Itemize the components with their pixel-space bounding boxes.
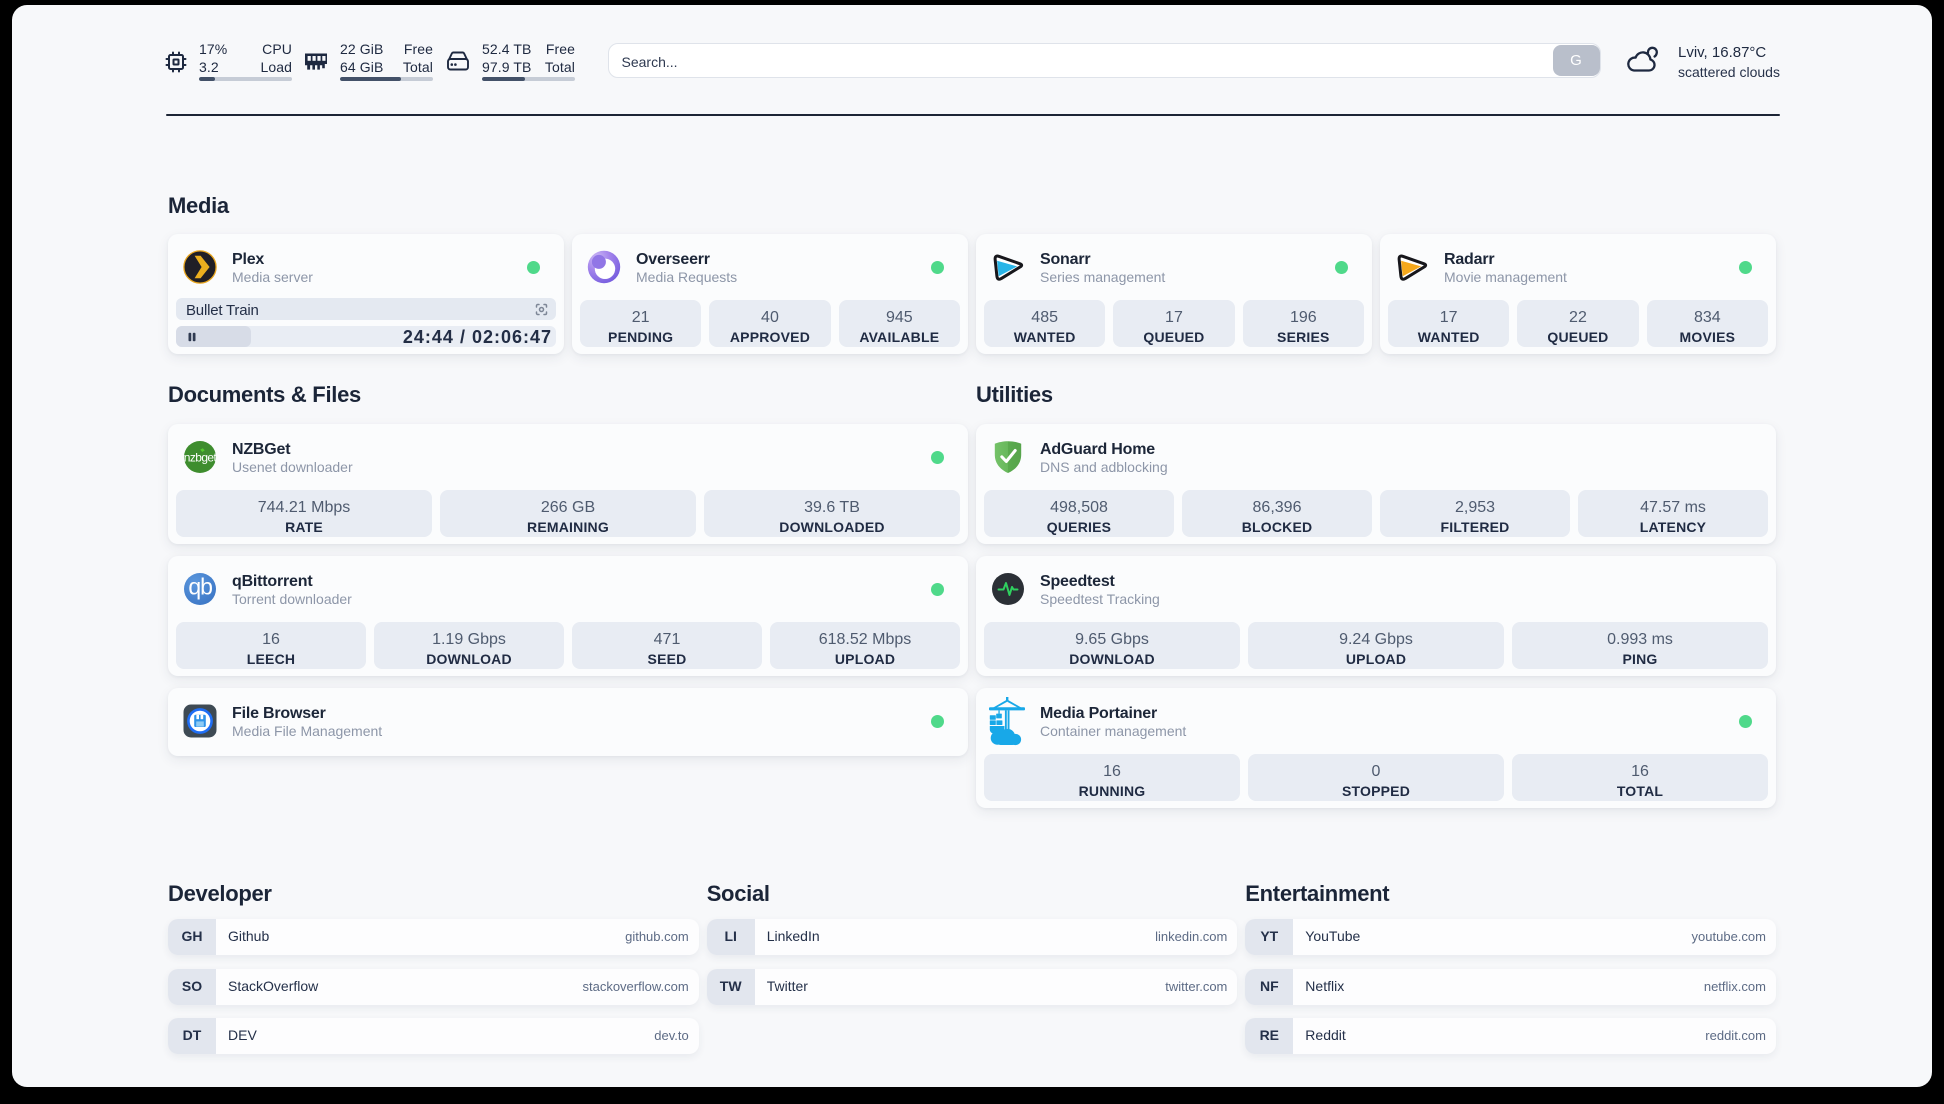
svg-text:qb: qb	[188, 574, 212, 600]
svg-text:nzbget: nzbget	[184, 451, 217, 465]
